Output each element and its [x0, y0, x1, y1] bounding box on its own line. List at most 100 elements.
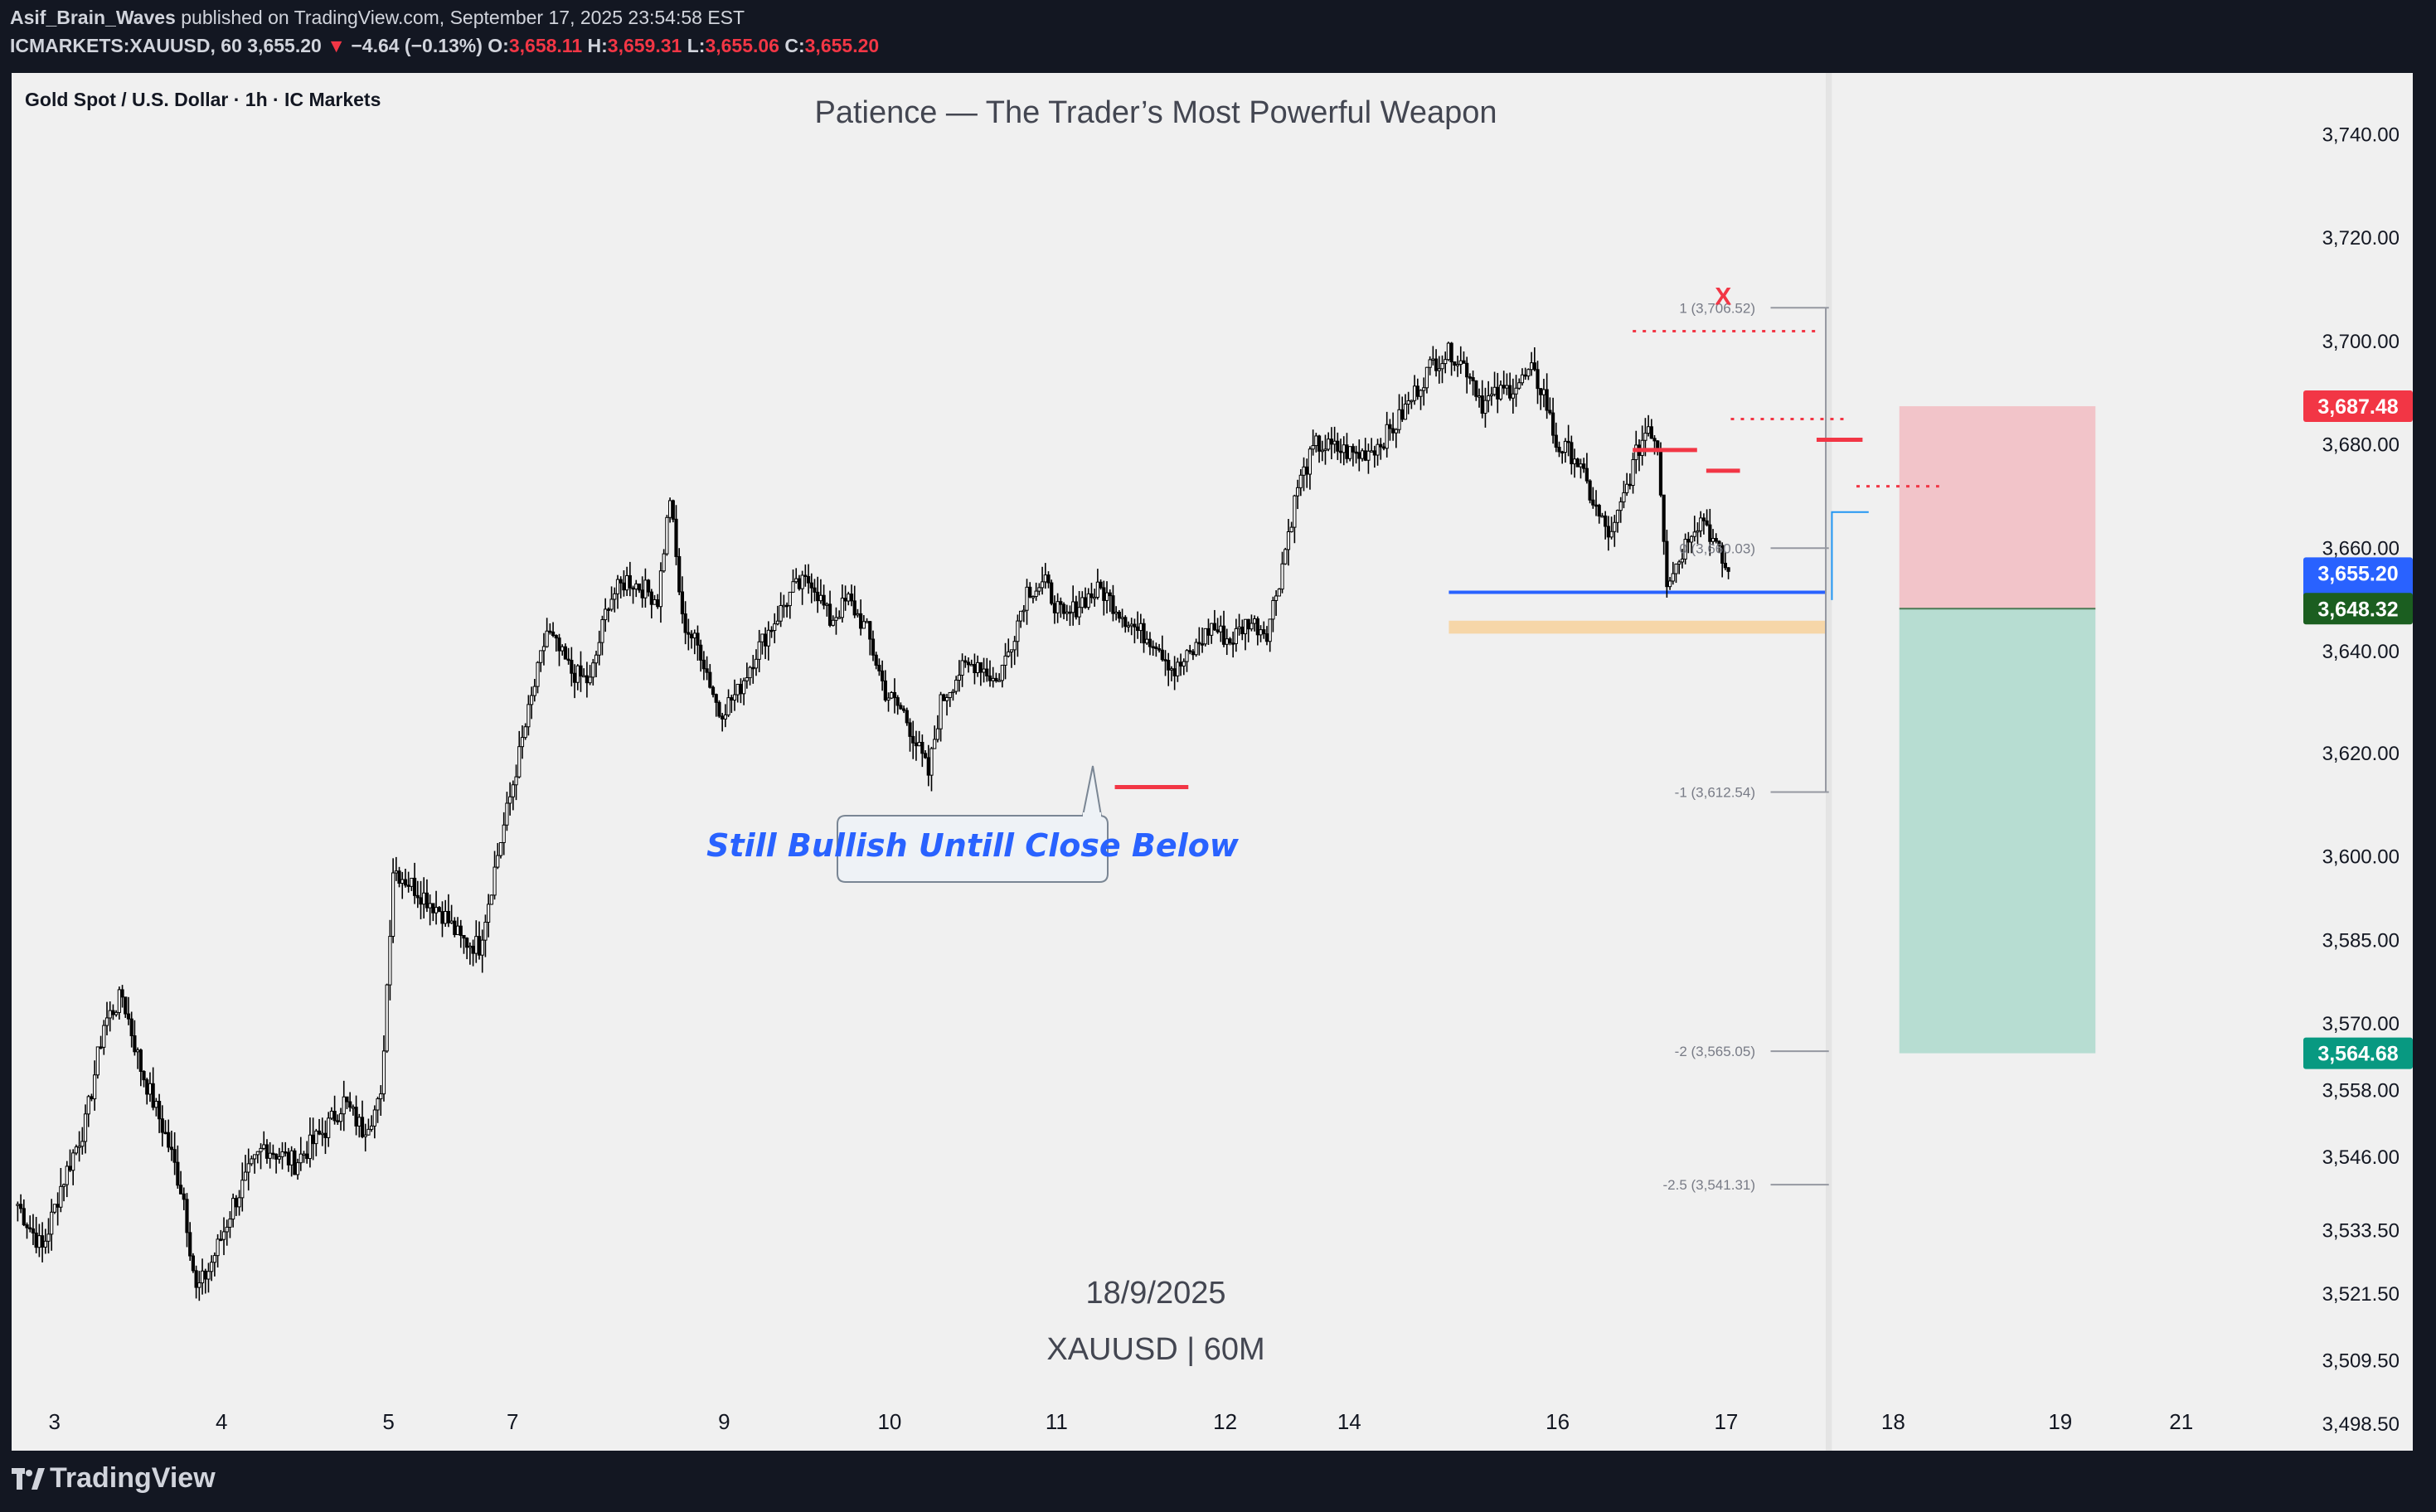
candle [692, 629, 696, 655]
candle [1550, 397, 1555, 444]
publication-header: Asif_Brain_Waves published on TradingVie… [0, 0, 2436, 71]
candle [1046, 571, 1051, 589]
candle-body [68, 1166, 72, 1171]
candle-body [874, 654, 878, 666]
candle [1083, 587, 1088, 609]
candle [689, 630, 694, 649]
candle [428, 894, 432, 926]
candle [216, 1233, 220, 1267]
candle-body [206, 1271, 211, 1280]
candle [976, 655, 980, 677]
candle-body [498, 841, 503, 856]
candle [489, 894, 493, 905]
close-value: 3,655.20 [804, 35, 880, 56]
candle [1172, 656, 1177, 691]
candle-body [505, 802, 509, 826]
candle-body [769, 629, 774, 632]
candle [108, 1001, 112, 1032]
candle-body [308, 1134, 313, 1160]
candle [83, 1104, 88, 1154]
candle [320, 1117, 324, 1146]
candle-body [1025, 586, 1029, 611]
candle [1437, 356, 1441, 384]
candle-body [16, 1204, 20, 1206]
candle-body [422, 892, 426, 905]
price-tick-label: 3,498.50 [2322, 1413, 2400, 1436]
candle [1455, 356, 1460, 377]
candle-body [1634, 444, 1638, 460]
candle [388, 919, 392, 1001]
candle-body [1483, 400, 1487, 414]
candle [969, 659, 973, 666]
candle-body [1142, 623, 1146, 644]
time-tick-label: 4 [216, 1409, 227, 1434]
author-name[interactable]: Asif_Brain_Waves [10, 7, 176, 28]
candle [766, 621, 770, 661]
candle [496, 843, 500, 870]
candle-body [1259, 629, 1263, 636]
candle [102, 1020, 106, 1055]
annotation-bubble[interactable]: Still Bullish Untill Close Below [706, 765, 1240, 883]
chart-panel[interactable]: 1 (3,706.52) 0 (3,660.03) -1 (3,612.54) -2 … [12, 73, 2413, 1451]
candle [1363, 438, 1367, 462]
candle [1462, 351, 1466, 364]
candle [662, 549, 666, 573]
candle-body [1284, 549, 1288, 565]
candle-body [1662, 494, 1666, 542]
candle-body [1477, 395, 1482, 398]
candle [1231, 631, 1235, 658]
candle-body [1720, 545, 1725, 564]
candle-body [25, 1224, 29, 1228]
candle [129, 1011, 133, 1048]
candle-body [613, 593, 617, 600]
candle-body [1579, 463, 1583, 468]
candle-body [1505, 385, 1509, 389]
candle-body [210, 1262, 214, 1272]
candle-body [948, 691, 952, 698]
candle [477, 921, 482, 960]
time-axis[interactable]: 3 4 5 7 9 10 11 12 14 16 17 18 19 21 [49, 1409, 2194, 1434]
candle-body [203, 1270, 207, 1280]
tradingview-mark-icon [12, 1467, 45, 1490]
candle [468, 942, 472, 965]
candle [647, 579, 651, 597]
candle-body [1354, 451, 1358, 454]
candle-body [849, 594, 854, 602]
candle-body [994, 677, 998, 681]
candle-body [320, 1132, 324, 1136]
tradingview-logo[interactable]: TradingView [12, 1462, 216, 1495]
price-axis[interactable]: 3,740.00 3,720.00 3,700.00 3,680.00 3,660.00… [2303, 124, 2413, 1436]
candle-body [1012, 641, 1017, 651]
candle-body [425, 892, 429, 909]
candle [462, 934, 466, 954]
candle [680, 576, 685, 624]
candle-body [1717, 540, 1721, 546]
low-label: L: [687, 35, 706, 56]
candle [511, 780, 515, 811]
candle-body [1591, 499, 1595, 506]
price-chart[interactable]: 1 (3,706.52) 0 (3,660.03) -1 (3,612.54) -2 … [12, 73, 2413, 1451]
candle-body [1372, 450, 1376, 456]
candle-body [90, 1096, 94, 1100]
candle [865, 618, 869, 623]
candle-body [1046, 574, 1051, 584]
candle [735, 683, 740, 703]
annotation-text: Still Bullish Untill Close Below [706, 827, 1240, 864]
candle [1240, 619, 1245, 641]
candle-body [483, 922, 488, 941]
candle [1492, 371, 1497, 397]
candle [332, 1095, 337, 1125]
candle-body [169, 1146, 174, 1151]
candle-body [65, 1166, 69, 1185]
candle-body [1129, 623, 1133, 627]
candle [877, 658, 881, 676]
candle [883, 670, 887, 702]
candle [268, 1141, 272, 1169]
candle-body [1575, 458, 1580, 468]
candle-body [145, 1079, 149, 1095]
candle [345, 1096, 349, 1110]
candle [314, 1128, 318, 1156]
candle [926, 744, 930, 787]
candle-body [453, 920, 457, 935]
candle [311, 1117, 315, 1161]
